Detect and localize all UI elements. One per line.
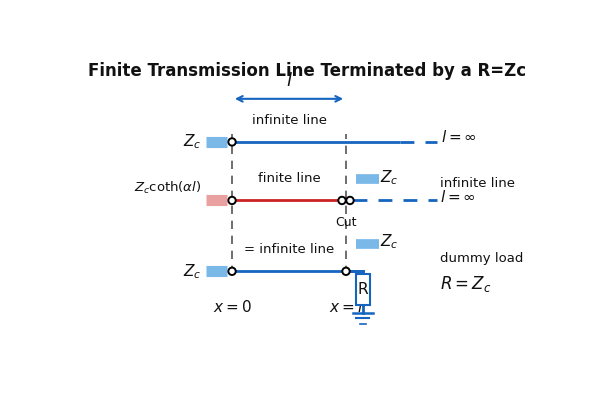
- Text: infinite line: infinite line: [251, 114, 326, 126]
- Text: $Z_c$: $Z_c$: [380, 233, 399, 251]
- Text: finite line: finite line: [257, 172, 320, 185]
- Text: Finite Transmission Line Terminated by a R=Zc: Finite Transmission Line Terminated by a…: [88, 62, 527, 80]
- Text: $l$: $l$: [286, 72, 292, 90]
- Text: $x=l$: $x=l$: [329, 299, 363, 315]
- Text: $Z_c$: $Z_c$: [183, 132, 201, 151]
- Text: $x=0$: $x=0$: [212, 299, 251, 315]
- Text: dummy load: dummy load: [440, 252, 523, 266]
- Text: $Z_c$: $Z_c$: [380, 168, 399, 187]
- Circle shape: [229, 268, 236, 275]
- Text: $R=Z_c$: $R=Z_c$: [440, 274, 491, 294]
- Text: infinite line: infinite line: [440, 177, 515, 190]
- Circle shape: [338, 197, 346, 204]
- Circle shape: [229, 138, 236, 146]
- Circle shape: [343, 268, 350, 275]
- Circle shape: [229, 197, 236, 204]
- Text: $Z_c$: $Z_c$: [183, 262, 201, 281]
- Circle shape: [346, 197, 354, 204]
- Text: $Z_c\coth(\alpha l)$: $Z_c\coth(\alpha l)$: [134, 180, 201, 196]
- Text: R: R: [358, 282, 368, 297]
- Text: $l=\infty$: $l=\infty$: [440, 189, 476, 205]
- FancyBboxPatch shape: [356, 274, 370, 305]
- Text: Cut: Cut: [335, 216, 357, 229]
- Text: $l=\infty$: $l=\infty$: [442, 129, 478, 145]
- Text: = infinite line: = infinite line: [244, 243, 334, 256]
